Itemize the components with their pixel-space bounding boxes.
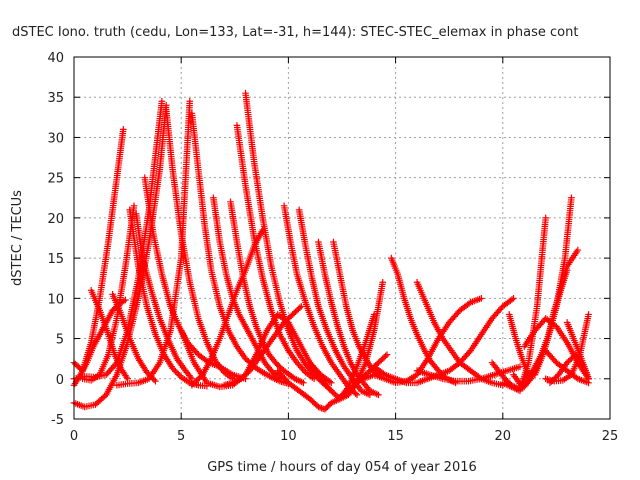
- data-point: [353, 391, 361, 399]
- data-point: [188, 381, 196, 389]
- data-point: [568, 194, 575, 202]
- data-point: [169, 365, 176, 372]
- x-axis-label: GPS time / hours of day 054 of year 2016: [207, 460, 477, 475]
- series-32: [413, 363, 524, 385]
- y-tick-label: 20: [47, 212, 64, 227]
- y-tick-label: 10: [47, 292, 64, 307]
- series-15: [210, 194, 284, 383]
- data-point: [585, 375, 592, 383]
- data-point: [352, 390, 359, 397]
- y-tick-label: 15: [47, 252, 64, 267]
- data-point: [379, 278, 387, 286]
- series-40: [520, 315, 592, 383]
- data-point: [152, 377, 159, 385]
- data-point: [563, 266, 571, 274]
- x-tick-label: 15: [387, 429, 404, 444]
- data-points: [70, 89, 592, 413]
- series-43: [546, 351, 592, 387]
- data-point: [327, 379, 335, 387]
- data-point: [375, 391, 382, 399]
- data-point: [150, 376, 158, 384]
- series-34: [505, 311, 532, 379]
- y-tick-label: 25: [47, 172, 64, 187]
- data-point: [143, 369, 151, 376]
- series-26: [306, 278, 387, 403]
- axis-ticks: 0 5 10 15 20 25 -5 0 5 10 15 20 25 30 35 40: [47, 51, 618, 444]
- data-point: [326, 378, 334, 385]
- series-7: [109, 291, 159, 385]
- data-point: [188, 375, 196, 383]
- series-18: [242, 89, 335, 395]
- data-point: [574, 246, 582, 254]
- data-point: [510, 295, 517, 302]
- data-point: [542, 214, 549, 222]
- y-tick-label: -5: [51, 413, 64, 428]
- series-23: [315, 238, 382, 399]
- data-point: [382, 352, 389, 360]
- series-6: [87, 286, 131, 383]
- data-point: [573, 374, 580, 381]
- y-tick-label: 35: [47, 91, 64, 106]
- series-19: [188, 226, 266, 389]
- data-point: [193, 377, 200, 385]
- series-12: [162, 105, 236, 383]
- series-20: [220, 303, 305, 389]
- data-point: [259, 226, 266, 234]
- x-tick-label: 10: [280, 429, 297, 444]
- y-tick-label: 0: [56, 373, 64, 388]
- data-point: [130, 202, 138, 210]
- series-35: [499, 214, 549, 395]
- data-point: [297, 303, 305, 310]
- series-8: [126, 206, 211, 390]
- y-tick-label: 30: [47, 131, 64, 146]
- data-point: [465, 300, 473, 307]
- series-30: [413, 278, 507, 389]
- y-axis-label: dSTEC / TECUs: [10, 190, 25, 286]
- data-point: [175, 370, 182, 378]
- x-tick-label: 0: [70, 429, 78, 444]
- data-point: [172, 367, 179, 375]
- data-point: [508, 296, 516, 303]
- data-point: [196, 374, 203, 382]
- data-point: [478, 295, 485, 302]
- data-point: [191, 378, 199, 386]
- plot-frame: [73, 56, 611, 420]
- data-point: [186, 97, 194, 105]
- data-point: [170, 366, 178, 374]
- series-9: [132, 210, 196, 383]
- data-point: [300, 379, 307, 387]
- data-point: [173, 369, 181, 377]
- series-41: [542, 347, 592, 387]
- data-point: [190, 380, 197, 388]
- data-point: [158, 97, 166, 105]
- x-tick-label: 20: [495, 429, 512, 444]
- series-1: [70, 126, 127, 375]
- data-point: [383, 351, 391, 358]
- y-tick-label: 5: [56, 333, 64, 348]
- series-31: [370, 295, 517, 387]
- x-tick-label: 5: [177, 429, 185, 444]
- series-13: [188, 110, 292, 387]
- data-point: [296, 304, 304, 312]
- chart-title: dSTEC Iono. truth (cedu, Lon=133, Lat=-3…: [12, 25, 578, 40]
- data-point: [275, 374, 282, 381]
- data-point: [120, 126, 127, 133]
- y-tick-label: 40: [47, 51, 64, 66]
- x-tick-label: 25: [602, 429, 619, 444]
- series-16: [227, 198, 307, 387]
- data-point: [380, 370, 387, 377]
- data-point: [194, 375, 202, 383]
- data-point: [585, 311, 592, 318]
